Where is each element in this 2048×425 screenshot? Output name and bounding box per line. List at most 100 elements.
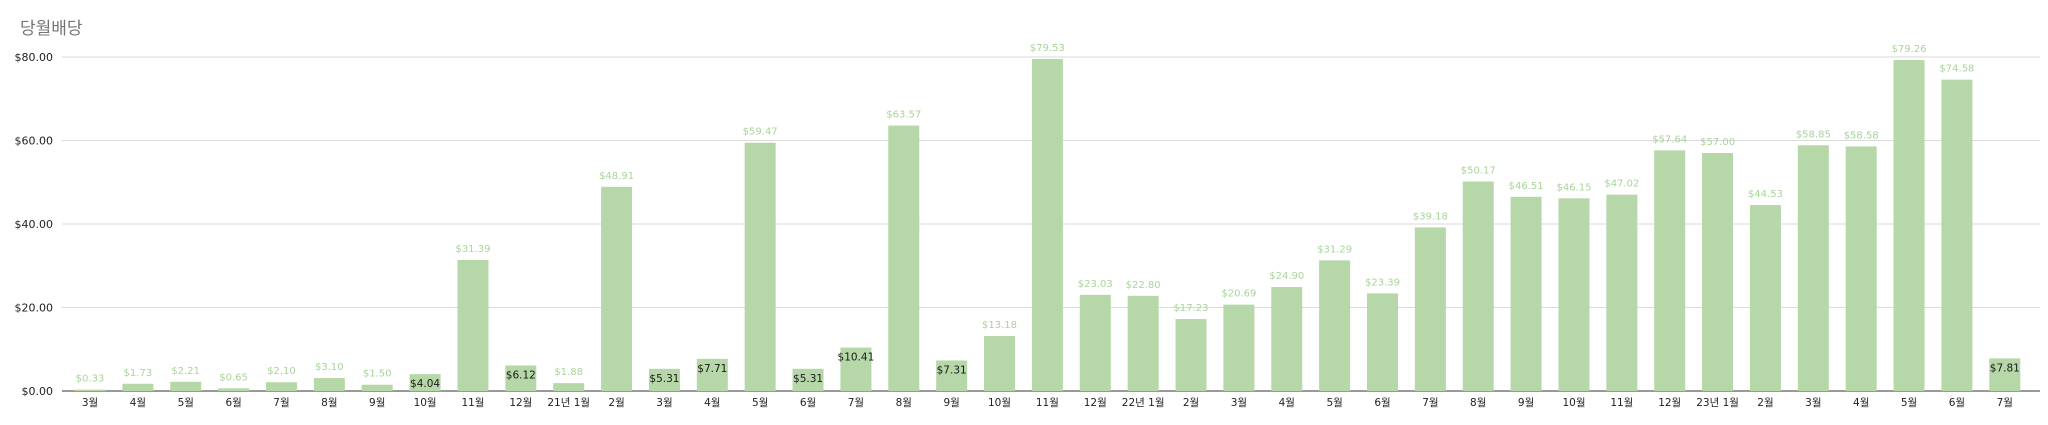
x-tick-label: 10월 (414, 397, 437, 409)
bar (553, 383, 585, 391)
x-tick-label: 7월 (1997, 397, 2013, 409)
bar (601, 186, 633, 391)
x-tick-label: 22년 1월 (1122, 397, 1165, 409)
bar (505, 365, 537, 391)
x-tick-label: 12월 (1658, 397, 1681, 409)
bar (1175, 319, 1207, 391)
bar (457, 259, 489, 391)
data-label: $1.50 (363, 369, 392, 380)
bar (1271, 287, 1303, 391)
data-label: $44.53 (1748, 189, 1783, 200)
y-tick-label: $0.00 (22, 385, 54, 398)
x-tick-label: 5월 (752, 397, 768, 409)
x-tick-label: 3월 (82, 397, 98, 409)
bar (1989, 358, 2021, 391)
bar (1510, 196, 1542, 391)
bar (1079, 294, 1111, 391)
chart-title: 당월배당 (20, 19, 83, 39)
data-label: $79.26 (1892, 44, 1927, 55)
bar (984, 335, 1016, 391)
data-label: $23.39 (1365, 277, 1400, 288)
bar (170, 381, 202, 391)
data-label: $48.91 (599, 171, 634, 182)
x-tick-label: 10월 (1562, 397, 1585, 409)
x-tick-label: 2월 (1183, 397, 1199, 409)
data-label: $47.02 (1604, 179, 1639, 190)
bar (1941, 79, 1973, 391)
bar (744, 142, 776, 391)
x-tick-label: 9월 (1518, 397, 1534, 409)
data-label: $0.65 (219, 372, 248, 383)
data-label: $5.31 (649, 373, 679, 385)
data-label: $17.23 (1174, 303, 1209, 314)
x-tick-label: 11월 (1610, 397, 1633, 409)
x-tick-label: 21년 1월 (547, 397, 590, 409)
x-tick-label: 11월 (461, 397, 484, 409)
bar (1462, 181, 1494, 391)
bar (1749, 205, 1781, 391)
data-label: $46.15 (1556, 182, 1591, 193)
x-tick-label: 6월 (1374, 397, 1390, 409)
bar (1797, 145, 1829, 391)
data-label: $74.58 (1939, 64, 1974, 75)
x-tick-label: 6월 (800, 397, 816, 409)
bar (840, 347, 872, 391)
bar (888, 125, 920, 392)
x-tick-label: 4월 (130, 397, 146, 409)
bar (265, 382, 297, 391)
x-tick-label: 2월 (608, 397, 624, 409)
bar (74, 389, 106, 391)
bar (1414, 227, 1446, 391)
data-label: $1.73 (124, 368, 153, 379)
bar (1654, 150, 1686, 391)
x-tick-label: 8월 (321, 397, 337, 409)
x-tick-label: 5월 (1901, 397, 1917, 409)
x-tick-label: 9월 (369, 397, 385, 409)
y-tick-label: $60.00 (15, 135, 54, 148)
x-tick-label: 4월 (1279, 397, 1295, 409)
bar (1031, 58, 1063, 391)
bar (1127, 295, 1159, 391)
data-label: $50.17 (1461, 166, 1496, 177)
data-label: $7.31 (937, 364, 967, 376)
x-tick-label: 3월 (1805, 397, 1821, 409)
bar (1319, 260, 1351, 391)
bar (313, 378, 345, 391)
data-label: $58.58 (1844, 130, 1879, 141)
data-label: $39.18 (1413, 211, 1448, 222)
data-label: $1.88 (554, 367, 583, 378)
x-tick-label: 23년 1월 (1696, 397, 1739, 409)
data-label: $7.81 (1990, 362, 2020, 374)
bar (648, 368, 680, 391)
x-tick-label: 7월 (848, 397, 864, 409)
bar (361, 384, 393, 391)
data-label: $20.69 (1221, 289, 1256, 300)
bar (122, 383, 154, 391)
x-tick-label: 9월 (943, 397, 959, 409)
data-label: $22.80 (1126, 280, 1161, 291)
data-label: $3.10 (315, 362, 344, 373)
x-tick-label: 4월 (704, 397, 720, 409)
y-tick-label: $20.00 (15, 302, 54, 315)
x-tick-label: 2월 (1757, 397, 1773, 409)
x-tick-label: 7월 (273, 397, 289, 409)
x-tick-label: 3월 (1231, 397, 1247, 409)
bar (696, 358, 728, 391)
x-tick-label: 8월 (896, 397, 912, 409)
bar (218, 388, 250, 391)
x-tick-label: 6월 (1949, 397, 1965, 409)
bar (1702, 153, 1734, 391)
x-tick-label: 8월 (1470, 397, 1486, 409)
bar (1558, 198, 1590, 391)
bar (1223, 304, 1255, 391)
data-label: $0.33 (76, 374, 105, 385)
x-tick-label: 4월 (1853, 397, 1869, 409)
y-tick-label: $80.00 (15, 51, 54, 64)
data-label: $24.90 (1269, 271, 1304, 282)
x-tick-label: 3월 (656, 397, 672, 409)
data-label: $57.64 (1652, 134, 1687, 145)
x-tick-label: 6월 (225, 397, 241, 409)
bar (409, 374, 441, 391)
x-tick-label: 10월 (988, 397, 1011, 409)
data-label: $23.03 (1078, 279, 1113, 290)
